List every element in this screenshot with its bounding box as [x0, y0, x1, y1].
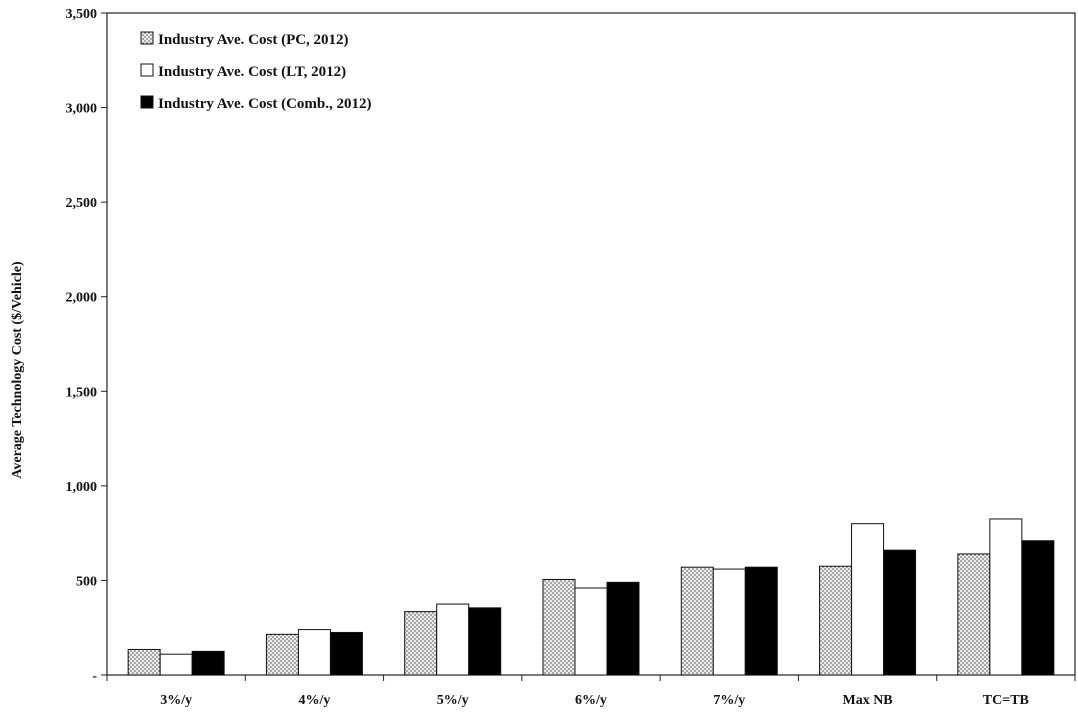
bar-comb: [468, 607, 502, 676]
plot-area: [106, 12, 1076, 676]
legend-swatch: [140, 95, 154, 109]
plot-frame: [106, 12, 1076, 676]
bar-pc: [542, 578, 576, 676]
x-tick-label: 3%/y: [160, 693, 192, 708]
bar-lt: [851, 523, 885, 676]
legend-swatch: [140, 31, 154, 45]
bar-pc: [819, 565, 853, 676]
bars: [127, 518, 1055, 676]
legend-swatch: [140, 63, 154, 77]
x-tick-label: 7%/y: [713, 693, 745, 708]
y-tick-label: 2,000: [66, 291, 98, 306]
bar-comb: [606, 581, 640, 676]
y-tick-label: 500: [76, 574, 97, 589]
bar-pc: [404, 611, 438, 676]
bar-comb: [329, 631, 363, 676]
x-tick-label: 6%/y: [575, 693, 607, 708]
legend-label: Industry Ave. Cost (PC, 2012): [158, 32, 349, 48]
bar-comb: [883, 549, 917, 676]
x-tick-label: TC=TB: [983, 693, 1029, 708]
legend: Industry Ave. Cost (PC, 2012) Industry Av…: [140, 31, 371, 112]
bar-lt: [159, 653, 193, 676]
y-axis-title: Average Technology Cost ($/Vehicle): [10, 261, 25, 479]
bar-pc: [680, 566, 714, 676]
bar-pc: [957, 553, 991, 676]
bar-lt: [436, 603, 470, 676]
bar-lt: [574, 587, 608, 676]
y-tick-label: 1,000: [66, 480, 98, 495]
y-tick-label: 3,500: [66, 7, 98, 22]
bar-lt: [989, 518, 1023, 676]
bar-comb: [191, 650, 225, 676]
bar-pc: [127, 648, 161, 676]
y-tick-label: 3,000: [66, 102, 98, 117]
y-tick-label: 1,500: [66, 385, 98, 400]
bar-lt: [712, 568, 746, 676]
y-tick-label: -: [92, 669, 97, 684]
y-tick-label: 2,500: [66, 196, 98, 211]
x-axis: 3%/y 4%/y 5%/y 6%/y 7%/y Max NB TC=TB: [106, 675, 1076, 708]
x-tick-label: 5%/y: [437, 693, 469, 708]
y-axis: - 500 1,000 1,500 2,000 2,500 3,000 3,500: [66, 7, 107, 684]
bar-comb: [744, 566, 778, 676]
bar-comb: [1021, 540, 1055, 676]
x-tick-label: 4%/y: [298, 693, 330, 708]
legend-label: Industry Ave. Cost (LT, 2012): [158, 64, 346, 80]
bar-lt: [297, 629, 331, 676]
x-tick-label: Max NB: [842, 693, 892, 708]
legend-label: Industry Ave. Cost (Comb., 2012): [158, 96, 371, 112]
bar-pc: [265, 633, 299, 676]
